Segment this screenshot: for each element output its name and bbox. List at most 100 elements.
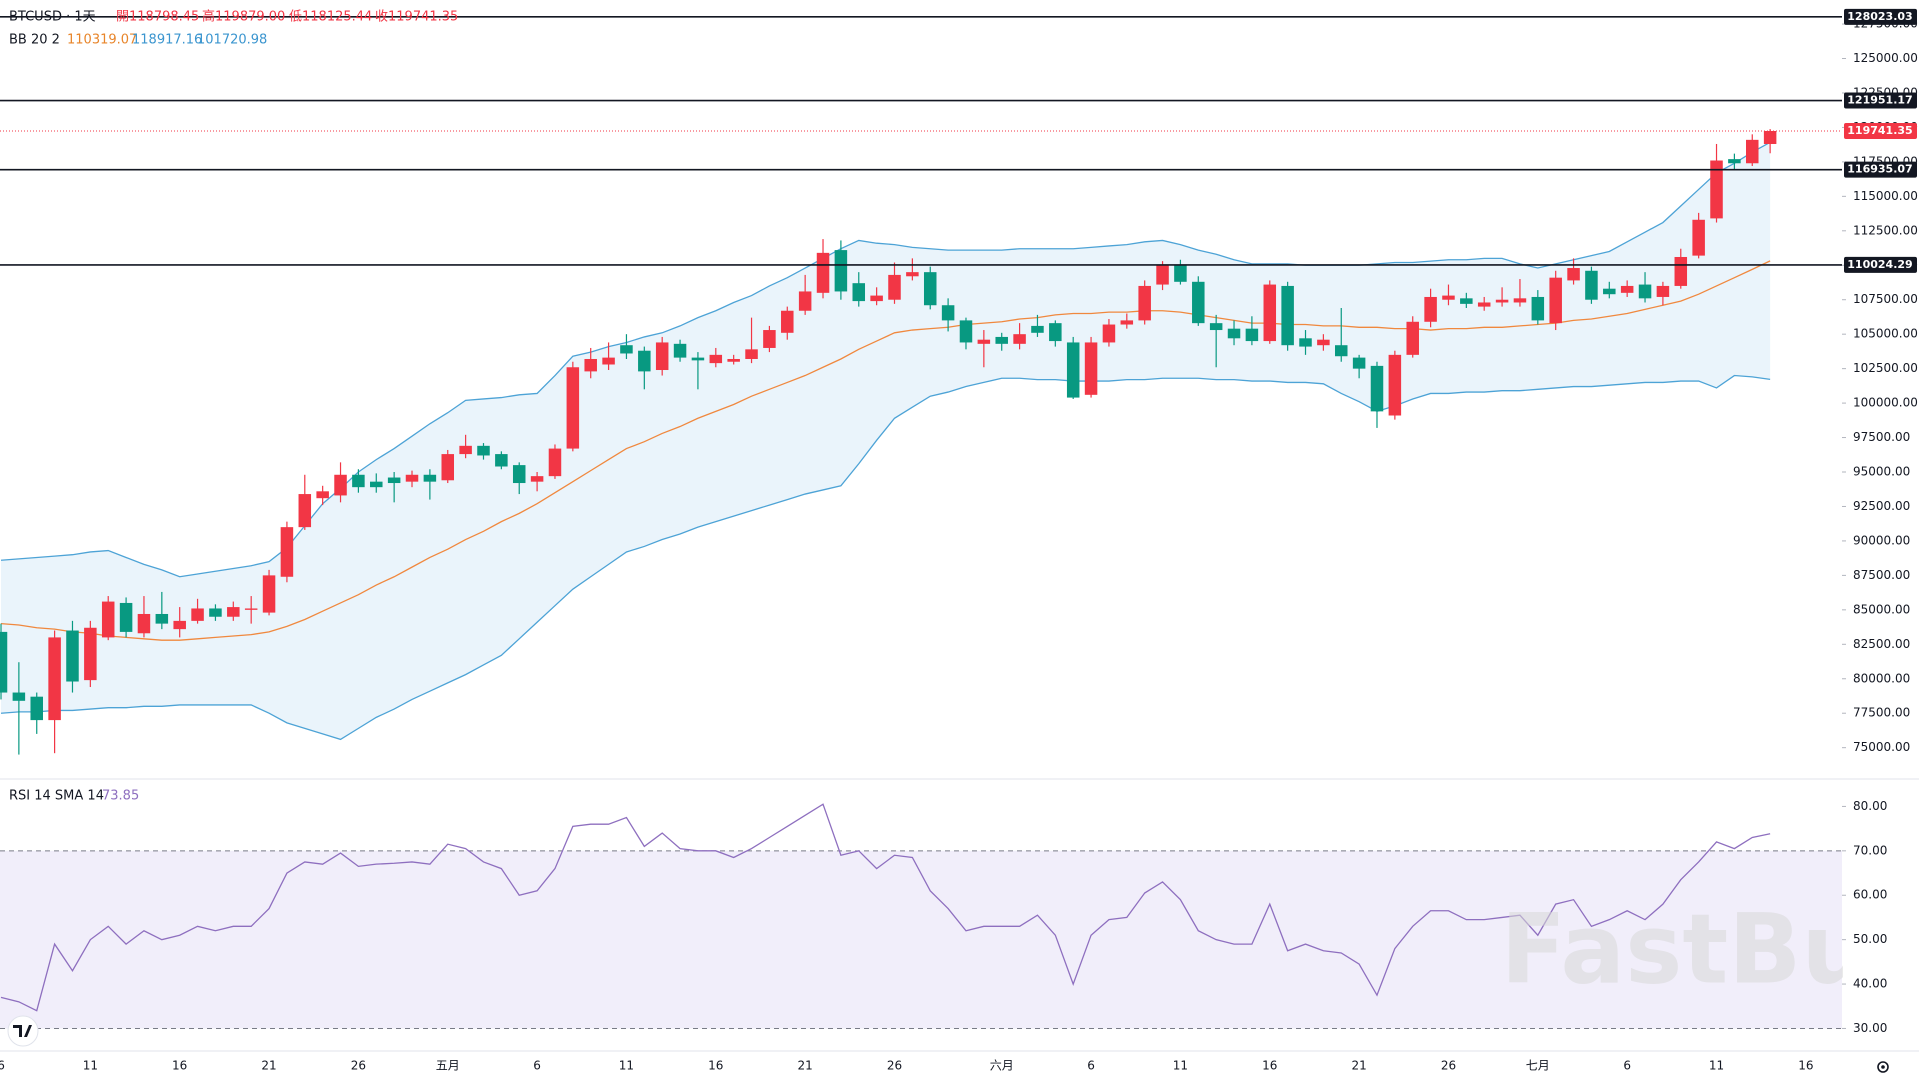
x-tick-label: 26 [351, 1059, 366, 1073]
candle-body [1567, 268, 1580, 281]
y-tick-label: 125000.00 [1853, 51, 1918, 65]
candle-body [1156, 265, 1169, 285]
candle-body [0, 631, 8, 693]
axis-background [1843, 0, 1919, 1079]
ohlc-low: 低118125.44 [289, 10, 372, 25]
x-tick-label: 16 [172, 1059, 187, 1073]
x-tick-label: 6 [1087, 1059, 1095, 1073]
candle-body [66, 630, 79, 682]
candle-body [995, 336, 1008, 344]
candle-body [1334, 345, 1348, 357]
candle-body [1102, 324, 1116, 343]
level-label: 121951.17 [1847, 94, 1912, 107]
candle-body [137, 613, 151, 634]
candle-body [888, 274, 901, 300]
candle-body [1692, 219, 1705, 256]
candle-body [495, 454, 508, 467]
candle-body [1263, 284, 1277, 342]
rsi-line [0, 803, 1771, 1012]
rsi-value: 73.85 [102, 789, 139, 804]
candle-body [1585, 270, 1598, 300]
candle-body [387, 477, 401, 484]
rsi-band-fill [0, 850, 1842, 1029]
ohlc-high: 高119879.00 [202, 9, 285, 25]
plot-area [0, 16, 1842, 1029]
candle-body [1192, 281, 1205, 324]
candle-body [119, 602, 133, 632]
candle-body [1066, 342, 1080, 398]
candle-body [101, 601, 115, 638]
candle-body [1728, 159, 1741, 164]
y-tick-label: 95000.00 [1853, 465, 1910, 479]
candle-body [1406, 321, 1419, 355]
settings-icon[interactable] [1877, 1061, 1889, 1073]
y-tick-label: 107500.00 [1853, 292, 1918, 306]
level-label: 128023.03 [1847, 10, 1912, 23]
candle-body [906, 272, 919, 277]
y-tick-label: 87500.00 [1853, 568, 1910, 582]
bb-lower [0, 374, 1771, 741]
candle-body [48, 637, 61, 721]
candle-body [655, 342, 669, 371]
candle-body [1138, 285, 1151, 321]
y-tick-label: 82500.00 [1853, 637, 1910, 651]
candle-body [1656, 285, 1670, 297]
candle-body [1549, 277, 1562, 324]
candle-body [477, 445, 490, 456]
candle-body [745, 349, 758, 359]
candle-body [1638, 284, 1652, 299]
candle-body [923, 272, 937, 306]
y-tick-label: 112500.00 [1853, 223, 1918, 237]
candle-body [298, 494, 312, 528]
bb-upper [0, 141, 1771, 578]
candle-body [1299, 338, 1312, 347]
candle-body [280, 527, 294, 577]
candle-body [530, 476, 544, 482]
y-tick-label: 85000.00 [1853, 602, 1910, 616]
candle-body [1352, 357, 1366, 369]
candle-body [262, 575, 276, 613]
candle-body [763, 330, 776, 348]
candle-body [1227, 328, 1241, 339]
indicator-name: BB 20 2 [9, 33, 60, 48]
level-label-box [1844, 92, 1917, 109]
candle-body [173, 620, 186, 630]
x-tick-label: 七月 [1526, 1059, 1550, 1073]
candle-body [1388, 354, 1402, 416]
x-tick-label: 21 [798, 1059, 813, 1073]
ohlc-open: 開118798.45 [116, 10, 199, 25]
candle-body [602, 357, 615, 365]
candle-body [1710, 160, 1723, 219]
level-label: 110024.29 [1847, 258, 1912, 271]
y-tick-label: 70.00 [1853, 843, 1887, 857]
candle-body [852, 283, 866, 302]
candle-body [691, 357, 705, 361]
candle-body [209, 608, 222, 617]
x-tick-label: 6 [0, 1059, 5, 1073]
candle-body [1442, 295, 1455, 300]
candle-body [1513, 298, 1527, 303]
candle-body [959, 320, 973, 343]
candle-body [1746, 139, 1759, 164]
candle-body [227, 607, 240, 617]
x-tick-label: 21 [261, 1059, 276, 1073]
candle-body [620, 345, 633, 354]
candle-body [548, 448, 562, 477]
candle-body [1013, 334, 1026, 344]
x-tick-label: 6 [533, 1059, 541, 1073]
x-tick-label: 16 [1798, 1059, 1813, 1073]
candle-body [1460, 298, 1473, 304]
candle-body [941, 305, 955, 321]
candle-body [727, 358, 740, 362]
candle-body [12, 692, 26, 701]
candle-body [638, 350, 651, 372]
x-tick-label: 11 [83, 1059, 98, 1073]
x-tick-label: 11 [619, 1059, 634, 1073]
y-tick-label: 102500.00 [1853, 361, 1918, 375]
x-tick-label: 五月 [436, 1059, 460, 1073]
level-label-box [1844, 161, 1917, 178]
candle-body [1031, 325, 1044, 333]
candle-body [1049, 323, 1062, 342]
